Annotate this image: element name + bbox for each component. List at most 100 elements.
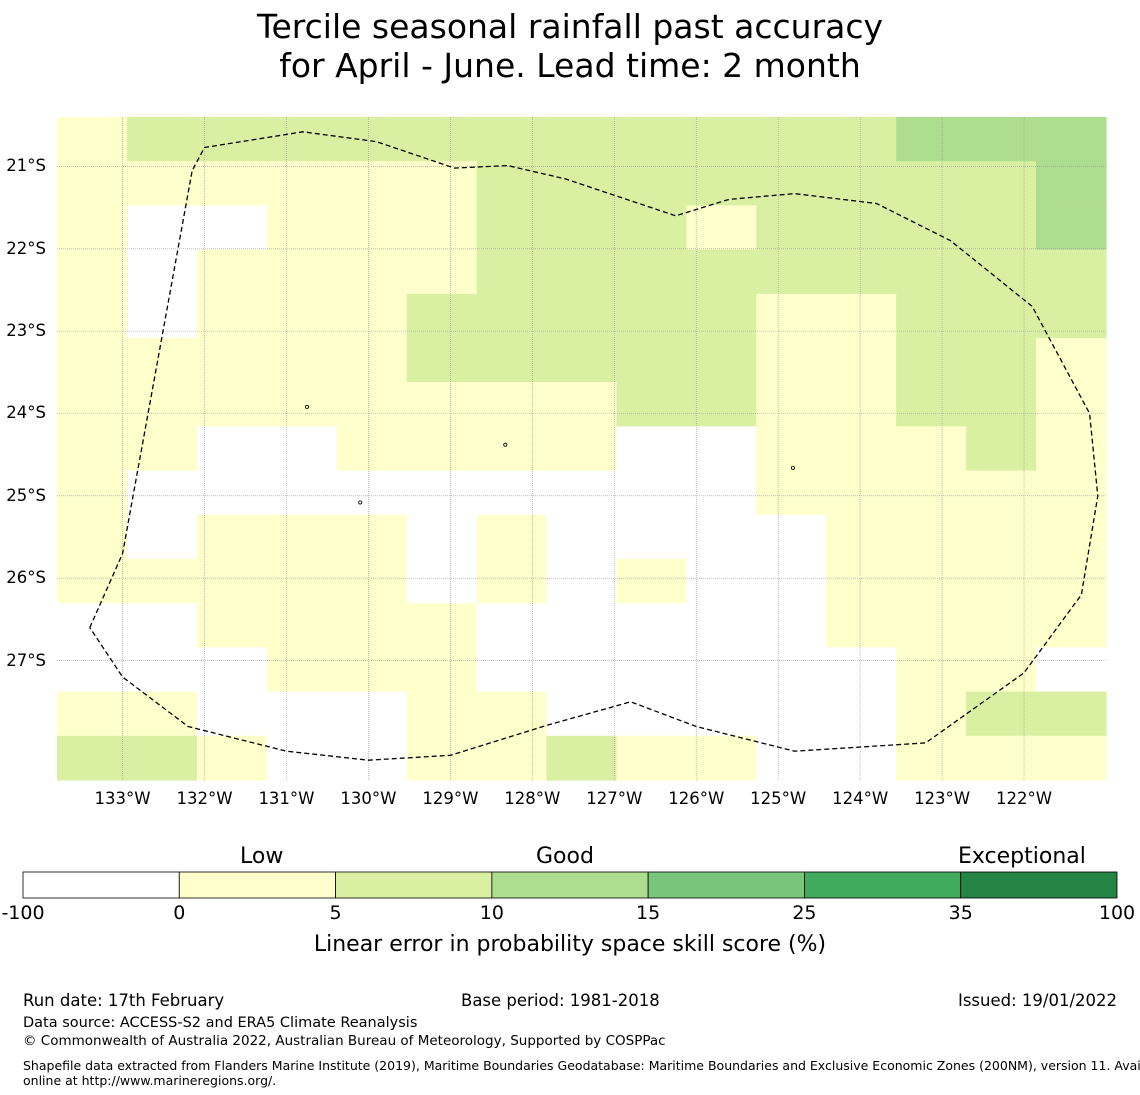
- grid-cell: [546, 293, 618, 339]
- grid-cell: [756, 735, 827, 781]
- grid-cell: [966, 559, 1037, 604]
- grid-cell: [966, 735, 1037, 781]
- colorbar-segment: [335, 871, 493, 899]
- longitude-tick-label: 133°W: [94, 789, 151, 808]
- grid-cell: [756, 647, 827, 693]
- grid-cell: [966, 249, 1037, 295]
- grid-cell: [896, 338, 967, 383]
- grid-cell: [756, 338, 827, 383]
- grid-cell: [546, 603, 618, 648]
- longitude-tick-label: 130°W: [340, 789, 397, 808]
- grid-cell: [896, 647, 967, 693]
- grid-cell: [896, 691, 967, 737]
- grid-cell: [826, 338, 897, 383]
- copyright: © Commonwealth of Australia 2022, Austra…: [23, 1033, 666, 1049]
- grid-cell: [196, 735, 268, 781]
- grid-cell: [966, 293, 1037, 339]
- grid-cell: [756, 470, 827, 516]
- grid-cell: [686, 470, 757, 516]
- grid-cell: [126, 426, 198, 472]
- island-outline: [503, 442, 508, 447]
- grid-cell: [476, 426, 548, 472]
- grid-cell: [57, 382, 128, 427]
- grid-cell: [406, 426, 478, 472]
- grid-cell: [546, 249, 618, 295]
- grid-cell: [756, 205, 827, 251]
- grid-cell: [57, 603, 128, 648]
- longitude-tick-label: 132°W: [176, 789, 233, 808]
- grid-cell: [546, 426, 618, 472]
- colorbar-segment: [491, 871, 649, 899]
- grid-cell: [896, 293, 967, 339]
- grid-cell: [1036, 647, 1107, 693]
- colorbar-tick-label: 25: [792, 902, 817, 924]
- grid-cell: [57, 161, 128, 206]
- grid-cell: [966, 161, 1037, 206]
- grid-cell: [266, 249, 338, 295]
- chart-title-line-1: Tercile seasonal rainfall past accuracy: [256, 7, 884, 46]
- colorbar-segment: [960, 871, 1118, 899]
- grid-cell: [196, 293, 268, 339]
- grid-cell: [546, 382, 618, 427]
- grid-cell: [266, 735, 338, 781]
- grid-cell: [966, 382, 1037, 427]
- grid-cell: [336, 426, 408, 472]
- grid-cell: [966, 338, 1037, 383]
- grid-cell: [406, 735, 478, 781]
- grid-cell: [476, 293, 548, 339]
- grid-cell: [616, 205, 687, 251]
- grid-cell: [126, 735, 198, 781]
- grid-cell: [266, 470, 338, 516]
- grid-cell: [406, 514, 478, 560]
- grid-cell: [266, 293, 338, 339]
- island-outline: [358, 500, 363, 505]
- grid-cell: [476, 161, 548, 206]
- grid-cell: [896, 161, 967, 206]
- grid-cell: [336, 691, 408, 737]
- grid-cell: [756, 603, 827, 648]
- grid-cell: [266, 205, 338, 251]
- grid-cell: [686, 603, 757, 648]
- grid-cell: [406, 249, 478, 295]
- grid-cell: [826, 205, 897, 251]
- base-period: Base period: 1981-2018: [461, 991, 660, 1010]
- grid-cell: [616, 514, 687, 560]
- grid-cell: [826, 249, 897, 295]
- grid-cell: [756, 559, 827, 604]
- grid-cell: [686, 514, 757, 560]
- grid-cell: [1036, 117, 1107, 162]
- grid-cell: [1036, 249, 1107, 295]
- grid-cell: [966, 647, 1037, 693]
- grid-cell: [57, 735, 128, 781]
- grid-cell: [406, 559, 478, 604]
- grid-cell: [57, 205, 128, 251]
- grid-cell: [826, 470, 897, 516]
- grid-cell: [57, 426, 128, 472]
- grid-cell: [616, 647, 687, 693]
- colorbar-tick-label: 100: [1098, 902, 1136, 924]
- grid-cell: [196, 559, 268, 604]
- grid-cell: [966, 205, 1037, 251]
- grid-cell: [966, 603, 1037, 648]
- grid-cell: [616, 735, 687, 781]
- grid-cell: [266, 382, 338, 427]
- grid-cell: [756, 426, 827, 472]
- grid-cell: [546, 559, 618, 604]
- grid-cell: [336, 293, 408, 339]
- skill-score-cells: [57, 117, 1107, 781]
- grid-cell: [756, 293, 827, 339]
- colorbar-segment: [178, 871, 336, 899]
- latitude-tick-label: 26°S: [6, 568, 46, 588]
- colorbar-tick-label: -100: [1, 902, 45, 924]
- longitude-tick-label: 123°W: [914, 789, 971, 808]
- latitude-tick-label: 24°S: [6, 403, 46, 423]
- grid-cell: [1036, 205, 1107, 251]
- grid-cell: [826, 382, 897, 427]
- grid-cell: [126, 691, 198, 737]
- grid-cell: [196, 470, 268, 516]
- colorbar-title: Linear error in probability space skill …: [313, 932, 827, 957]
- data-source: Data source: ACCESS-S2 and ERA5 Climate …: [23, 1015, 418, 1031]
- colorbar-category-exceptional: Exceptional: [958, 844, 1086, 869]
- grid-cell: [966, 691, 1037, 737]
- grid-cell: [756, 382, 827, 427]
